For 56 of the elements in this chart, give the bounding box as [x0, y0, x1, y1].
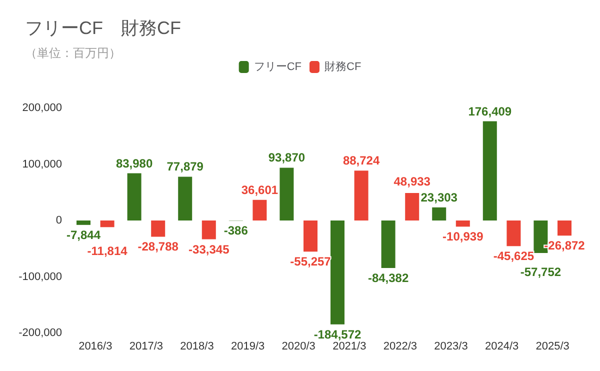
y-tick-label: 100,000: [22, 158, 62, 170]
bar: [151, 220, 166, 237]
data-label: -57,752: [520, 265, 562, 280]
data-label: -7,844: [66, 228, 101, 242]
bar: [304, 220, 318, 252]
bar: [127, 173, 142, 220]
bar: [381, 220, 396, 268]
x-tick-label: 2019/3: [230, 340, 265, 352]
data-label: -84,382: [368, 270, 409, 285]
data-label: -28,788: [138, 240, 179, 254]
x-tick-label: 2023/3: [434, 340, 468, 352]
y-tick-label: 200,000: [22, 102, 62, 114]
legend-label: 財務CF: [324, 61, 362, 73]
bar: [202, 220, 216, 240]
data-label: -184,572: [314, 327, 362, 342]
data-label: -33,345: [188, 242, 230, 256]
bar: [506, 220, 521, 246]
data-label: -11,814: [87, 244, 128, 258]
bar: [405, 192, 420, 220]
bar: [76, 220, 90, 225]
x-tick-label: 2018/3: [180, 340, 214, 352]
bar: [178, 176, 192, 220]
data-label: 77,879: [166, 160, 204, 174]
bar: [432, 207, 446, 220]
x-tick-label: 2020/3: [282, 340, 316, 352]
data-label: 88,724: [342, 154, 380, 168]
x-tick-label: 2017/3: [129, 340, 164, 352]
x-tick-label: 2016/3: [78, 340, 112, 352]
bar: [482, 121, 497, 220]
x-tick-label: 2022/3: [383, 340, 418, 352]
bar: [100, 220, 114, 228]
data-label: 83,980: [116, 156, 153, 170]
y-tick-label: -100,000: [18, 270, 62, 283]
bar: [252, 200, 267, 220]
bar: [330, 220, 344, 324]
bar: [558, 220, 572, 236]
x-tick-label: 2021/3: [332, 340, 366, 352]
x-tick-label: 2025/3: [536, 340, 570, 352]
chart-subtitle: （単位：百万円）: [25, 46, 121, 60]
x-tick-label: 2024/3: [484, 340, 519, 352]
data-label: 36,601: [241, 182, 278, 197]
bar: [280, 168, 294, 220]
bar: [354, 170, 368, 220]
data-label: -386: [224, 224, 248, 238]
data-label: -45,625: [493, 249, 534, 264]
y-tick-label: 0: [56, 214, 62, 226]
data-label: -55,257: [290, 254, 332, 269]
data-label: 23,303: [420, 190, 458, 204]
data-label: 176,409: [468, 104, 512, 118]
chart-title: フリーCF 財務CF: [25, 18, 181, 38]
y-tick-label: -200,000: [18, 327, 62, 339]
legend-label: フリーCF: [254, 61, 302, 73]
data-label: 93,870: [268, 150, 306, 165]
data-label: 48,933: [394, 174, 431, 188]
bar: [456, 220, 470, 227]
data-label: -10,939: [442, 230, 484, 244]
